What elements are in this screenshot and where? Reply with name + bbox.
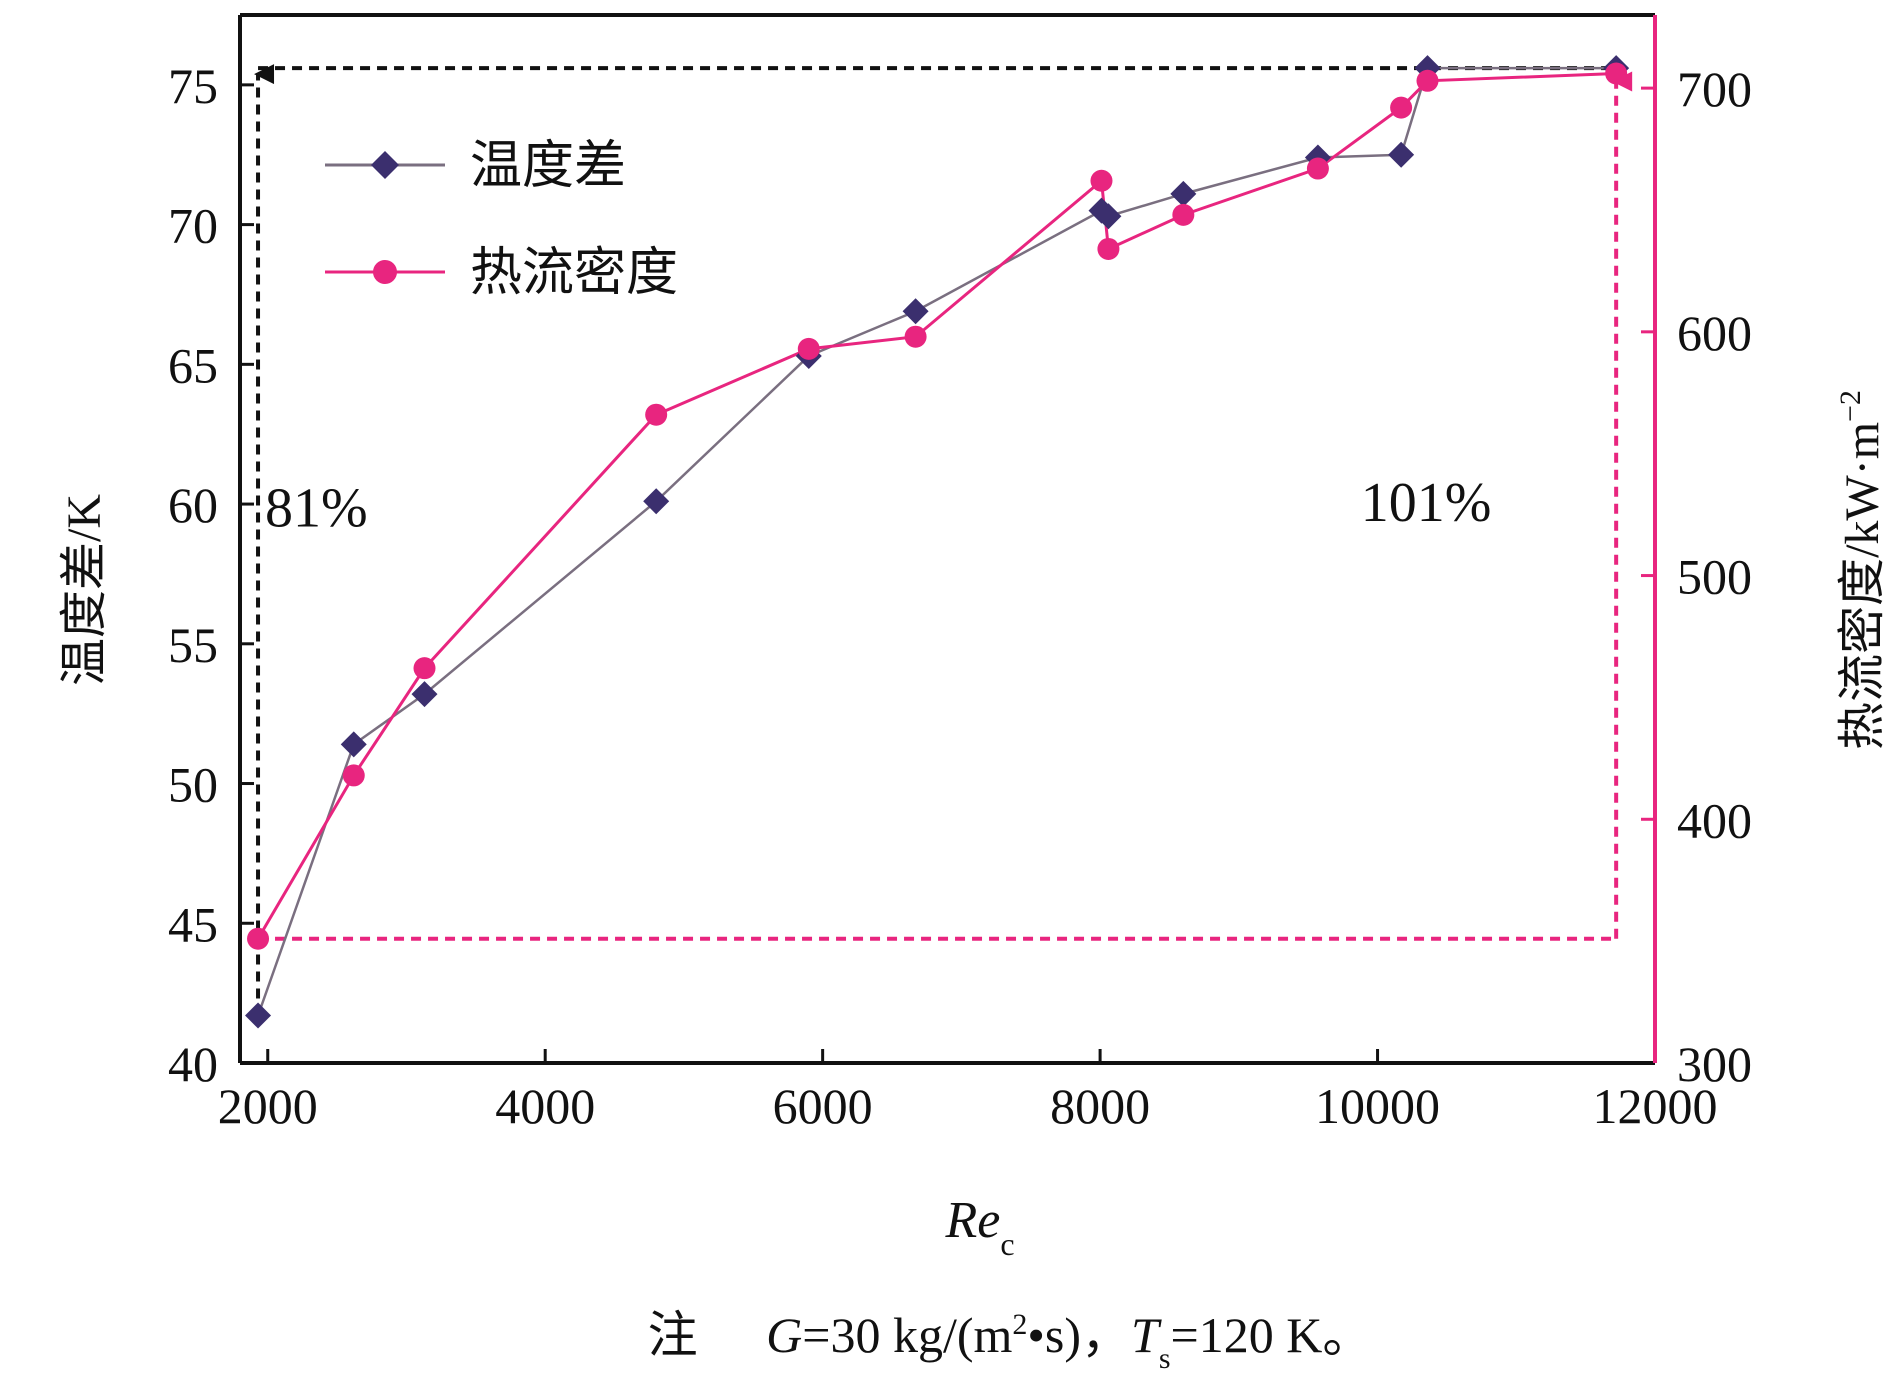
y-left-tick-label: 75 [168, 58, 218, 114]
axis-ticks [240, 85, 1655, 1063]
x-tick-label: 2000 [218, 1078, 318, 1134]
y-right-tick-label: 300 [1677, 1036, 1752, 1092]
x-axis-label-sub: c [1000, 1226, 1014, 1262]
footnote-g-tail: •s)， [1027, 1307, 1131, 1363]
footnote: 注 G=30 kg/(m2•s)，Ts=120 K。 [648, 1307, 1373, 1375]
footnote-t-value: =120 K。 [1171, 1307, 1373, 1363]
footnote-g-value: =30 kg/(m [802, 1307, 1012, 1363]
data-point-circle [1307, 158, 1329, 180]
tick-labels: 2000 4000 6000 8000 10000 1200040455055606570… [168, 58, 1752, 1134]
footnote-t-symbol: T [1131, 1307, 1162, 1363]
footnote-g-symbol: G [766, 1307, 802, 1363]
y-left-label: 温度差/K [58, 494, 111, 686]
annotations: 81% 101% [265, 472, 1491, 540]
data-point-circle [343, 764, 365, 786]
reference-lines [258, 68, 1616, 1015]
x-axis-label: Rec [944, 1192, 1014, 1262]
data-point-circle [905, 326, 927, 348]
footnote-prefix: 注 [648, 1307, 698, 1363]
y-left-tick-label: 50 [168, 757, 218, 813]
series-lines [258, 68, 1616, 1015]
data-point-diamond [245, 1002, 271, 1028]
y-left-tick-label: 40 [168, 1036, 218, 1092]
y-left-tick-label: 45 [168, 896, 218, 952]
data-point-circle [247, 928, 269, 950]
series-line-0 [258, 68, 1616, 1015]
legend-marker-diamond [371, 151, 399, 179]
data-point-circle [1416, 70, 1438, 92]
annotation-label: 81% [265, 477, 368, 539]
y-right-tick-label: 500 [1677, 549, 1752, 605]
legend-label: 热流密度 [470, 245, 678, 302]
data-point-diamond [341, 731, 367, 757]
data-point-circle [414, 657, 436, 679]
footnote-t-sub: s [1159, 1342, 1171, 1375]
y-left-tick-label: 60 [168, 477, 218, 533]
data-point-circle [1172, 204, 1194, 226]
plot-frame [240, 15, 1655, 1063]
data-point-circle [1090, 170, 1112, 192]
series-markers [245, 55, 1629, 1028]
y-left-tick-label: 55 [168, 617, 218, 673]
data-point-diamond [1170, 181, 1196, 207]
legend-marker-circle [373, 260, 397, 284]
legend-label: 温度差 [470, 138, 626, 195]
y-right-tick-label: 700 [1677, 61, 1752, 117]
x-tick-label: 6000 [773, 1078, 873, 1134]
annotation-label: 101% [1361, 472, 1492, 534]
footnote-g-sup: 2 [1012, 1308, 1027, 1341]
data-point-circle [1390, 97, 1412, 119]
x-tick-label: 8000 [1050, 1078, 1150, 1134]
data-point-circle [798, 338, 820, 360]
y-right-label-sup: −2 [1834, 390, 1867, 422]
data-point-diamond [1388, 142, 1414, 168]
y-right-label: 热流密度/kW·m−2 [1834, 390, 1889, 750]
x-tick-label: 10000 [1315, 1078, 1440, 1134]
x-axis-label-main: Re [944, 1192, 1000, 1249]
y-left-tick-label: 65 [168, 337, 218, 393]
chart: 2000 4000 6000 8000 10000 1200040455055606570… [0, 0, 1890, 1384]
data-point-circle [645, 404, 667, 426]
y-right-tick-label: 600 [1677, 305, 1752, 361]
y-right-tick-label: 400 [1677, 792, 1752, 848]
data-point-circle [1097, 238, 1119, 260]
data-point-circle [1605, 62, 1627, 84]
y-left-tick-label: 70 [168, 198, 218, 254]
x-tick-label: 4000 [495, 1078, 595, 1134]
y-right-label-text: 热流密度/kW·m [1836, 422, 1889, 750]
data-point-diamond [903, 298, 929, 324]
